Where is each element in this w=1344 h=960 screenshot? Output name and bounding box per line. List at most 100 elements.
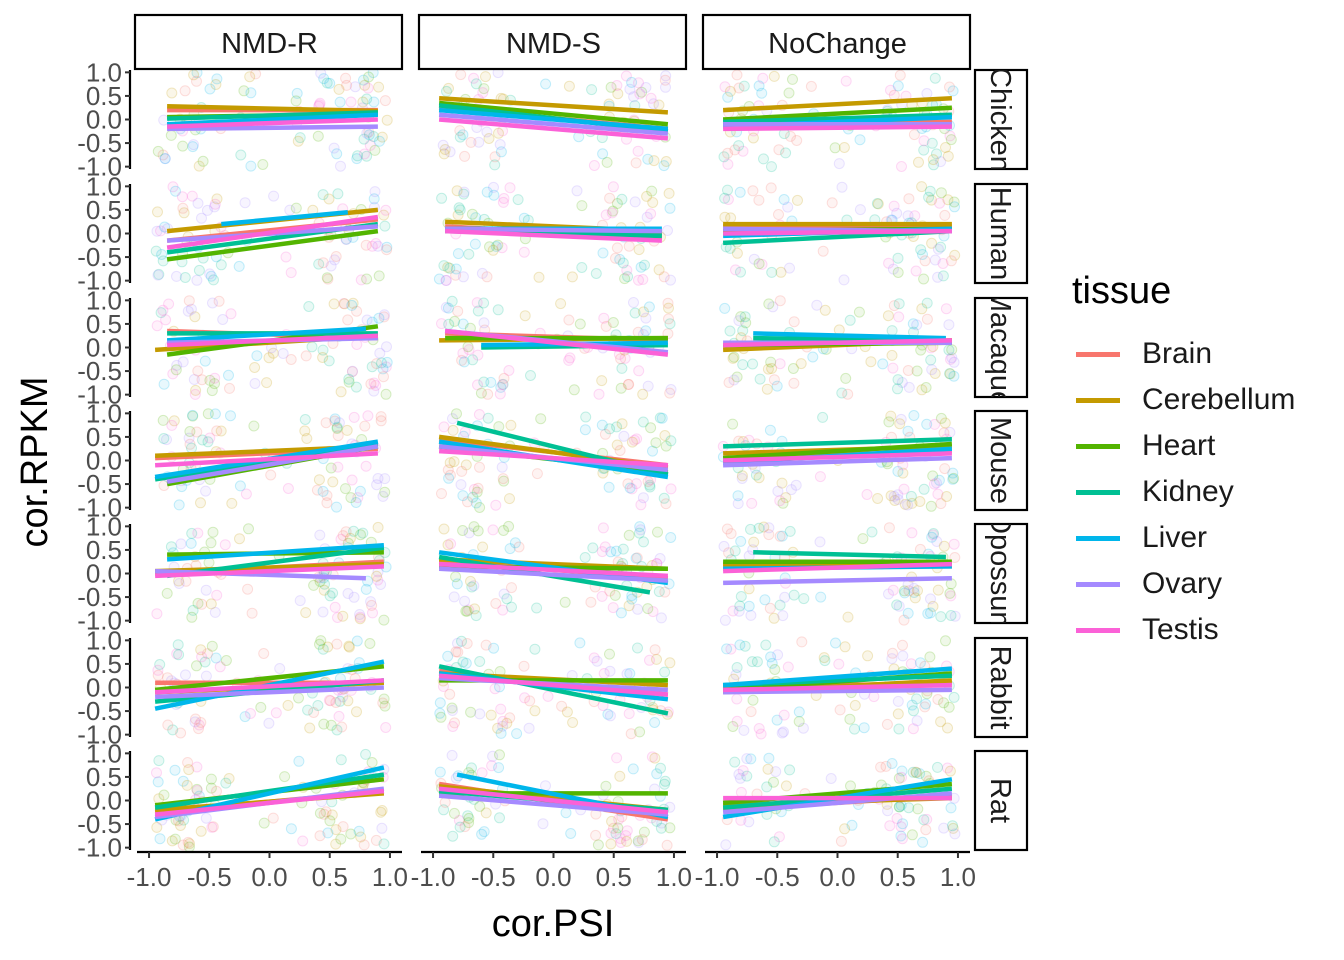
scatter-point — [342, 588, 354, 599]
scatter-point — [604, 192, 616, 204]
scatter-point — [324, 77, 336, 89]
scatter-point — [170, 185, 181, 197]
scatter-point — [156, 249, 168, 260]
scatter-point — [473, 136, 485, 148]
scatter-point — [328, 142, 340, 154]
scatter-point — [750, 469, 762, 481]
y-tick-label: 0.0 — [86, 673, 122, 703]
scatter-point — [157, 149, 169, 161]
scatter-point — [195, 717, 207, 728]
scatter-point — [363, 71, 375, 83]
scatter-point — [504, 493, 515, 505]
scatter-point — [317, 189, 329, 201]
scatter-point — [323, 694, 335, 706]
scatter-point — [753, 472, 765, 484]
scatter-point — [778, 194, 790, 205]
scatter-point — [773, 144, 785, 156]
scatter-point — [328, 298, 340, 310]
scatter-point — [650, 437, 662, 449]
scatter-point — [606, 815, 618, 827]
scatter-point — [187, 604, 199, 616]
x-tick-label: -1.0 — [695, 862, 740, 892]
scatter-point — [350, 381, 362, 393]
scatter-point — [839, 641, 851, 653]
scatter-point — [371, 570, 383, 582]
scatter-point — [921, 813, 933, 825]
scatter-point — [923, 191, 935, 203]
scatter-point — [457, 318, 469, 330]
scatter-point — [378, 614, 390, 626]
scatter-point — [314, 638, 325, 650]
scatter-point — [363, 129, 375, 141]
scatter-point — [729, 545, 741, 557]
legend-item-brain: Brain — [1070, 331, 1340, 377]
scatter-point — [152, 206, 163, 218]
scatter-point — [468, 72, 480, 84]
scatter-point — [945, 134, 957, 146]
trend-line-cerebellum — [167, 104, 378, 114]
x-axis-title: cor.PSI — [492, 903, 615, 945]
scatter-point — [334, 695, 346, 707]
scatter-point — [664, 202, 676, 214]
scatter-point — [597, 247, 609, 259]
scatter-point — [659, 778, 670, 790]
legend-swatch — [1076, 627, 1120, 633]
scatter-point — [474, 502, 486, 513]
scatter-point — [349, 81, 361, 93]
scatter-point — [916, 303, 928, 315]
scatter-point — [913, 156, 924, 168]
scatter-point — [165, 129, 177, 141]
scatter-point — [375, 411, 387, 423]
scatter-point — [745, 609, 757, 621]
row-strip-box — [973, 636, 1029, 739]
scatter-point — [331, 423, 343, 434]
scatter-point — [903, 802, 915, 814]
scatter-point — [844, 314, 856, 326]
scatter-point — [332, 430, 344, 442]
scatter-point — [615, 607, 627, 619]
scatter-point — [941, 491, 953, 502]
scatter-point — [368, 96, 380, 108]
scatter-point — [455, 479, 467, 491]
scatter-point — [337, 610, 349, 622]
scatter-point — [722, 147, 734, 159]
scatter-point — [839, 823, 851, 835]
scatter-point — [623, 240, 635, 252]
scatter-point — [494, 812, 505, 824]
scatter-point — [902, 365, 914, 376]
scatter-point — [509, 537, 521, 549]
scatter-point — [457, 490, 469, 502]
scatter-point — [337, 691, 349, 703]
scatter-point — [186, 611, 198, 623]
scatter-point — [733, 315, 745, 327]
scatter-point — [207, 526, 219, 538]
scatter-point — [871, 198, 883, 209]
trend-line-testis — [154, 451, 379, 468]
trend-line-ovary — [723, 455, 952, 468]
scatter-point — [883, 588, 894, 600]
scatter-point — [459, 150, 471, 162]
scatter-point — [471, 486, 483, 498]
scatter-point — [497, 604, 509, 616]
scatter-point — [629, 196, 641, 208]
scatter-point — [621, 825, 633, 837]
scatter-point — [778, 726, 789, 738]
scatter-point — [760, 639, 772, 651]
scatter-point — [380, 361, 392, 373]
scatter-point — [745, 523, 756, 535]
x-tick-label: 1.0 — [656, 862, 692, 892]
scatter-point — [439, 796, 451, 808]
scatter-point — [197, 434, 208, 446]
scatter-point — [317, 606, 329, 618]
scatter-point — [872, 198, 884, 210]
scatter-point — [207, 297, 218, 309]
scatter-point — [857, 533, 869, 545]
scatter-point — [503, 520, 515, 532]
scatter-point — [748, 253, 760, 265]
scatter-point — [849, 699, 861, 711]
scatter-point — [926, 364, 938, 376]
row-strip-box — [973, 296, 1029, 399]
scatter-point — [720, 839, 732, 851]
scatter-point — [830, 637, 841, 649]
scatter-point — [335, 160, 346, 172]
